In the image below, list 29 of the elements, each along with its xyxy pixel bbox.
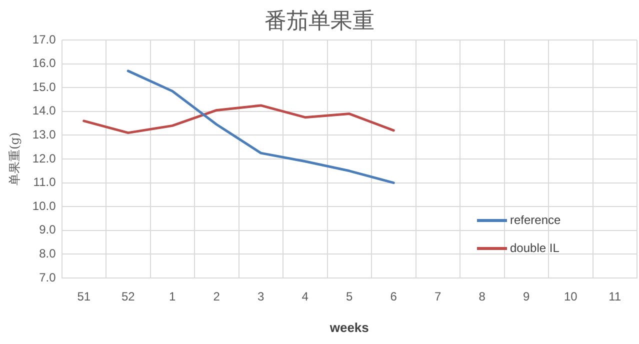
y-axis-title: 单果重(g) — [7, 132, 22, 186]
x-tick-label: 1 — [169, 290, 176, 304]
y-tick-label: 15.0 — [32, 80, 56, 94]
x-tick-label: 5 — [346, 290, 354, 304]
chart-title: 番茄单果重 — [264, 9, 374, 34]
y-tick-label: 16.0 — [32, 56, 56, 70]
x-tick-label: 4 — [302, 290, 309, 304]
y-tick-label: 13.0 — [32, 128, 56, 142]
x-tick-label: 2 — [213, 290, 220, 304]
y-tick-label: 17.0 — [32, 32, 56, 46]
legend-label: double IL — [510, 241, 560, 255]
x-tick-label: 10 — [564, 290, 578, 304]
y-tick-label: 14.0 — [32, 104, 56, 118]
x-tick-label: 11 — [608, 290, 622, 304]
y-tick-label: 12.0 — [32, 151, 56, 166]
x-axis-title: weeks — [328, 320, 369, 335]
legend-label: reference — [510, 213, 561, 227]
x-tick-label: 7 — [434, 290, 442, 304]
y-tick-label: 7.0 — [39, 270, 56, 284]
x-tick-label: 6 — [390, 290, 398, 304]
x-tick-label: 51 — [77, 290, 91, 304]
y-tick-label: 8.0 — [39, 246, 56, 261]
y-tick-label: 10.0 — [32, 198, 56, 213]
y-tick-label: 11.0 — [33, 175, 56, 190]
x-tick-label: 3 — [258, 290, 265, 304]
x-tick-label: 8 — [478, 290, 486, 304]
y-tick-label: 9.0 — [39, 222, 56, 237]
x-tick-label: 52 — [121, 290, 136, 304]
x-tick-label: 9 — [523, 290, 530, 304]
